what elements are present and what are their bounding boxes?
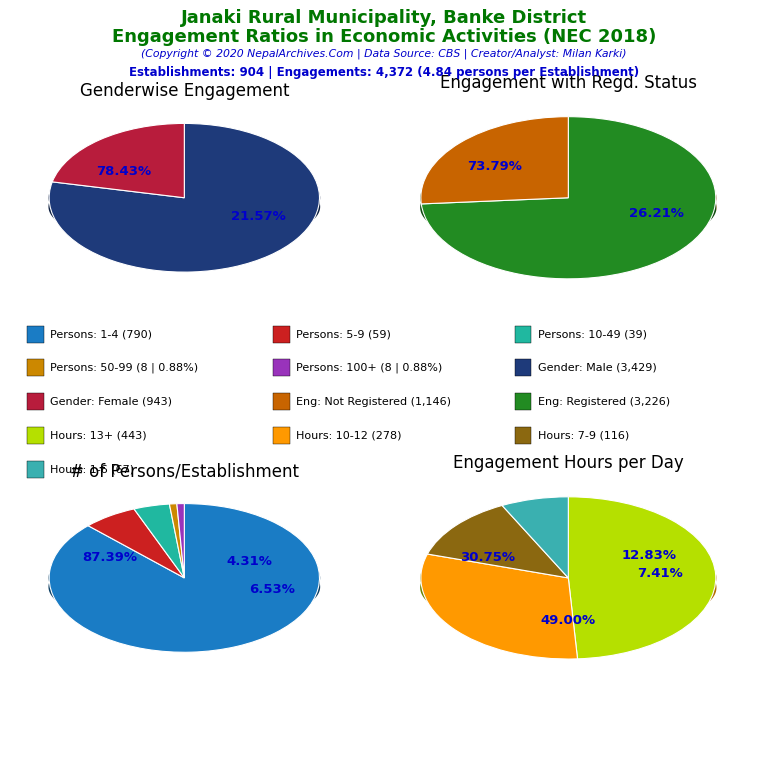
Text: Eng: Not Registered (1,146): Eng: Not Registered (1,146) — [296, 396, 451, 407]
Text: Hours: 7-9 (116): Hours: 7-9 (116) — [538, 430, 629, 441]
Text: Gender: Female (943): Gender: Female (943) — [50, 396, 172, 407]
Text: Hours: 10-12 (278): Hours: 10-12 (278) — [296, 430, 401, 441]
Wedge shape — [568, 497, 716, 659]
Text: Janaki Rural Municipality, Banke District: Janaki Rural Municipality, Banke Distric… — [181, 9, 587, 27]
Text: 73.79%: 73.79% — [467, 161, 522, 174]
Wedge shape — [52, 124, 184, 198]
Polygon shape — [49, 157, 319, 247]
Wedge shape — [502, 497, 568, 578]
Text: Persons: 100+ (8 | 0.88%): Persons: 100+ (8 | 0.88%) — [296, 362, 442, 373]
Text: Persons: 50-99 (8 | 0.88%): Persons: 50-99 (8 | 0.88%) — [50, 362, 198, 373]
Text: 4.31%: 4.31% — [227, 555, 272, 568]
Text: 6.53%: 6.53% — [250, 583, 295, 595]
Text: 7.41%: 7.41% — [637, 568, 683, 581]
Text: 87.39%: 87.39% — [82, 551, 137, 564]
Wedge shape — [134, 504, 184, 578]
Text: Persons: 1-4 (790): Persons: 1-4 (790) — [50, 329, 152, 339]
Text: 26.21%: 26.21% — [629, 207, 684, 220]
Wedge shape — [428, 505, 568, 578]
Title: Genderwise Engagement: Genderwise Engagement — [80, 82, 289, 101]
Text: (Copyright © 2020 NepalArchives.Com | Data Source: CBS | Creator/Analyst: Milan : (Copyright © 2020 NepalArchives.Com | Da… — [141, 48, 627, 59]
Title: # of Persons/Establishment: # of Persons/Establishment — [70, 462, 299, 481]
Wedge shape — [49, 124, 319, 272]
Text: Establishments: 904 | Engagements: 4,372 (4.84 persons per Establishment): Establishments: 904 | Engagements: 4,372… — [129, 66, 639, 79]
Text: 21.57%: 21.57% — [231, 210, 286, 223]
Text: Engagement Ratios in Economic Activities (NEC 2018): Engagement Ratios in Economic Activities… — [112, 28, 656, 46]
Polygon shape — [421, 153, 715, 252]
Wedge shape — [177, 504, 184, 578]
Text: Gender: Male (3,429): Gender: Male (3,429) — [538, 362, 657, 373]
Text: Eng: Registered (3,226): Eng: Registered (3,226) — [538, 396, 670, 407]
Text: 78.43%: 78.43% — [96, 165, 151, 178]
Wedge shape — [49, 504, 319, 652]
Text: Persons: 10-49 (39): Persons: 10-49 (39) — [538, 329, 647, 339]
Title: Engagement with Regd. Status: Engagement with Regd. Status — [440, 74, 697, 92]
Text: Persons: 5-9 (59): Persons: 5-9 (59) — [296, 329, 391, 339]
Polygon shape — [559, 564, 716, 632]
Text: 49.00%: 49.00% — [541, 614, 596, 627]
Polygon shape — [49, 537, 319, 627]
Text: 12.83%: 12.83% — [622, 548, 677, 561]
Polygon shape — [421, 533, 568, 632]
Wedge shape — [170, 504, 184, 578]
Text: Hours: 1-6 (67): Hours: 1-6 (67) — [50, 464, 134, 475]
Wedge shape — [88, 509, 184, 578]
Wedge shape — [422, 117, 716, 279]
Title: Engagement Hours per Day: Engagement Hours per Day — [453, 454, 684, 472]
Wedge shape — [421, 117, 568, 204]
Text: Hours: 13+ (443): Hours: 13+ (443) — [50, 430, 147, 441]
Text: 30.75%: 30.75% — [460, 551, 515, 564]
Wedge shape — [421, 554, 578, 659]
Polygon shape — [568, 153, 716, 211]
